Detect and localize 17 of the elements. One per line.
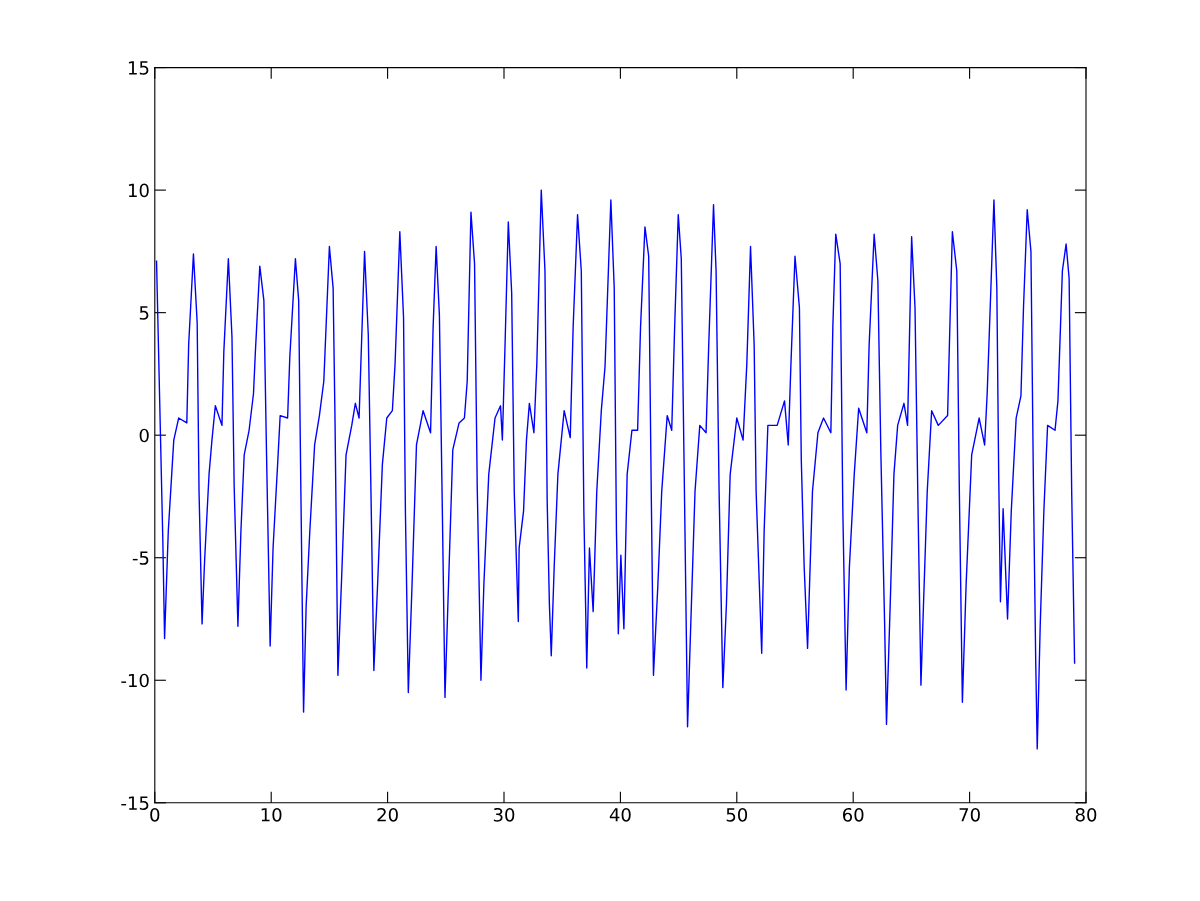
y-tick-label: 10 bbox=[128, 183, 149, 198]
y-tick-label: 0 bbox=[139, 428, 149, 443]
x-tick-label: 60 bbox=[842, 807, 864, 822]
y-tick-label: -15 bbox=[121, 796, 149, 810]
x-tick-label: 20 bbox=[377, 807, 398, 822]
x-tick-label: 0 bbox=[150, 807, 160, 822]
x-tick-label: 80 bbox=[1075, 807, 1097, 822]
x-tick-label: 70 bbox=[959, 807, 980, 822]
line-series bbox=[155, 189, 1076, 750]
y-tick-label: 15 bbox=[128, 61, 149, 75]
x-tick-label: 10 bbox=[261, 807, 282, 822]
y-tick-label: 5 bbox=[139, 306, 149, 320]
y-tick-label: -10 bbox=[121, 673, 149, 688]
x-tick-label: 30 bbox=[493, 807, 515, 822]
y-tick-label: -5 bbox=[132, 551, 149, 565]
x-tick-label: 50 bbox=[726, 807, 748, 822]
x-tick-label: 40 bbox=[609, 807, 631, 822]
